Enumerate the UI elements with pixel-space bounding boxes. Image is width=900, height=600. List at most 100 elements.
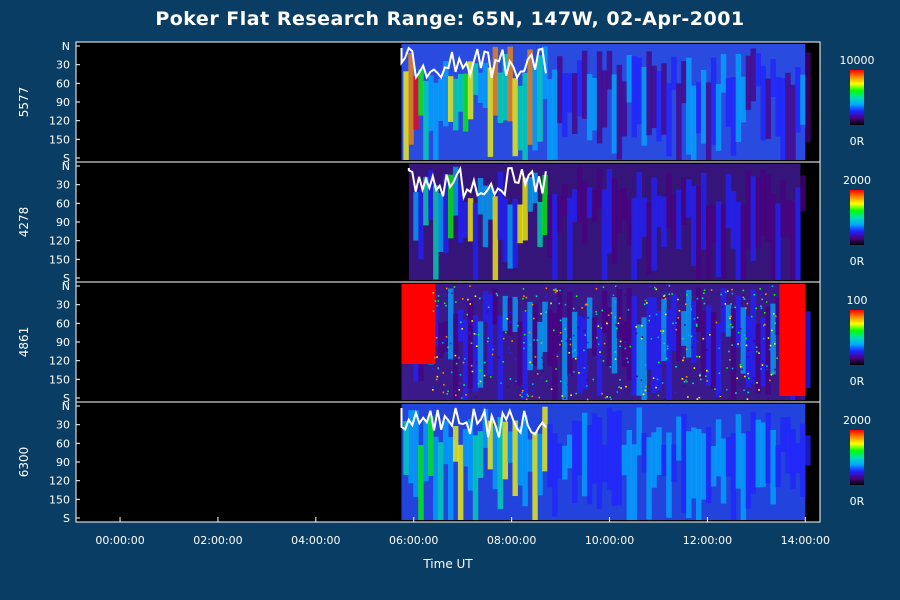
noise-speck: [604, 396, 607, 399]
noise-speck: [442, 391, 445, 394]
emission-streak: [795, 67, 801, 133]
emission-streak: [775, 203, 781, 280]
emission-streak: [666, 173, 672, 229]
noise-speck: [764, 311, 766, 314]
noise-speck: [592, 378, 595, 381]
emission-streak: [710, 57, 717, 146]
emission-streak: [760, 65, 766, 141]
emission-streak: [428, 170, 434, 221]
noise-speck: [596, 336, 598, 339]
noise-speck: [481, 299, 483, 302]
emission-streak: [596, 322, 603, 396]
noise-speck: [731, 288, 733, 291]
noise-speck: [718, 293, 720, 295]
noise-speck: [619, 317, 621, 319]
emission-streak: [547, 424, 553, 488]
noise-speck: [534, 356, 537, 358]
noise-speck: [619, 379, 621, 381]
noise-speck: [663, 294, 666, 297]
noise-speck: [577, 378, 580, 381]
emission-streak: [576, 166, 583, 223]
noise-speck: [585, 315, 588, 317]
noise-speck: [683, 385, 685, 388]
noise-speck: [603, 329, 606, 332]
y-tick-label: 120: [49, 235, 70, 248]
noise-speck: [719, 394, 722, 396]
noise-speck: [612, 294, 615, 297]
noise-speck: [436, 356, 438, 358]
emission-streak: [448, 174, 454, 239]
y-tick-label: 30: [56, 59, 70, 72]
noise-speck: [705, 375, 707, 378]
emission-streak: [452, 313, 459, 400]
emission-streak: [448, 288, 454, 360]
noise-speck: [556, 354, 558, 356]
noise-speck: [521, 395, 523, 398]
noise-speck: [523, 295, 525, 297]
emission-streak: [532, 431, 538, 520]
emission-streak: [641, 317, 647, 400]
emission-streak: [507, 431, 513, 463]
noise-speck: [470, 342, 473, 344]
noise-speck: [685, 376, 688, 378]
noise-speck: [737, 331, 740, 334]
emission-streak: [527, 439, 533, 472]
noise-speck: [539, 300, 541, 302]
noise-speck: [766, 311, 769, 314]
noise-speck: [491, 353, 494, 356]
noise-speck: [507, 346, 510, 349]
y-tick-label: 90: [56, 336, 70, 349]
noise-speck: [614, 301, 617, 303]
noise-speck: [743, 374, 745, 376]
y-tick-label: 30: [56, 299, 70, 312]
emission-streak: [626, 55, 633, 103]
noise-speck: [644, 364, 647, 366]
emission-streak: [790, 201, 796, 280]
noise-speck: [469, 303, 472, 305]
emission-streak: [512, 78, 518, 157]
emission-streak: [443, 173, 449, 253]
noise-speck: [599, 356, 602, 359]
emission-streak: [805, 52, 811, 143]
noise-speck: [527, 395, 529, 397]
emission-streak: [691, 85, 697, 160]
noise-speck: [747, 391, 750, 394]
noise-speck: [747, 356, 749, 358]
noise-speck: [597, 325, 600, 328]
noise-speck: [540, 376, 543, 379]
noise-speck: [686, 379, 689, 381]
emission-streak: [576, 60, 583, 117]
noise-speck: [627, 309, 630, 311]
noise-speck: [486, 340, 489, 343]
emission-streak: [686, 431, 692, 519]
noise-speck: [696, 339, 699, 342]
emission-streak: [621, 321, 628, 368]
emission-streak: [472, 63, 479, 95]
noise-speck: [715, 321, 718, 324]
emission-streak: [507, 298, 513, 336]
emission-streak: [596, 168, 603, 209]
noise-speck: [477, 333, 480, 336]
emission-streak: [517, 426, 523, 486]
noise-speck: [564, 303, 567, 306]
noise-speck: [771, 372, 774, 375]
noise-speck: [526, 393, 529, 396]
emission-streak: [477, 72, 484, 104]
noise-speck: [523, 341, 525, 344]
x-tick-label: 06:00:00: [389, 534, 438, 547]
emission-streak: [705, 205, 712, 280]
noise-speck: [532, 389, 534, 392]
noise-speck: [582, 306, 584, 309]
emission-streak: [591, 413, 598, 484]
noise-speck: [619, 340, 622, 343]
noise-speck: [664, 398, 666, 401]
emission-streak: [467, 299, 474, 389]
emission-streak: [750, 48, 757, 102]
noise-speck: [730, 303, 732, 305]
noise-speck: [470, 364, 473, 367]
noise-speck: [720, 293, 722, 296]
emission-streak: [661, 444, 667, 477]
y-tick-label: 90: [56, 216, 70, 229]
emission-streak: [686, 57, 692, 155]
